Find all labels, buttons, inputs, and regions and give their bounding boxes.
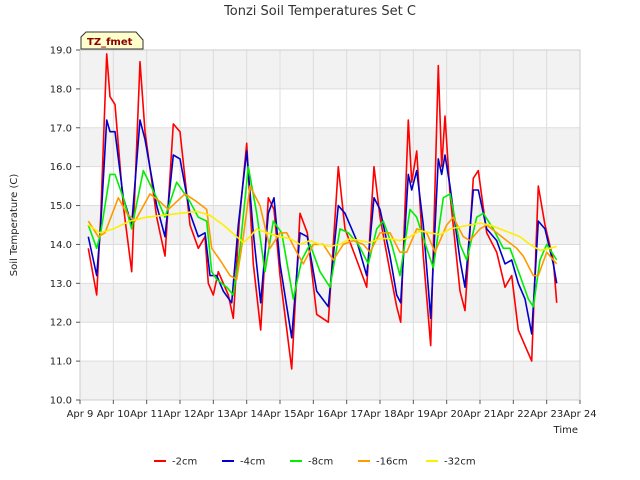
x-tick-label: Apr 20 — [430, 409, 463, 420]
y-axis-ticks: 10.0 11.0 12.0 13.0 14.0 15.0 16.0 17.0 18.0 19.0 — [50, 46, 80, 407]
y-tick-label: 15.0 — [50, 201, 72, 212]
x-tick-label: Apr 9 — [67, 409, 94, 420]
legend: -2cm -4cm -8cm -16cm -32cm — [154, 457, 476, 468]
series-line-minus-16cm — [87, 185, 558, 281]
series-line-minus-8cm — [87, 165, 558, 308]
legend-label: -32cm — [444, 457, 476, 468]
x-tick-label: Apr 23 — [530, 409, 563, 420]
y-tick-label: 19.0 — [50, 46, 72, 57]
y-tick-label: 14.0 — [50, 240, 72, 251]
plot-band — [80, 50, 580, 89]
y-axis-label: Soil Temperature (C) — [9, 174, 20, 277]
plot-band — [80, 361, 580, 400]
y-tick-label: 16.0 — [50, 162, 72, 173]
legend-label: -2cm — [172, 457, 197, 468]
y-tick-label: 18.0 — [50, 84, 72, 95]
station-badge-text: TZ_fmet — [87, 37, 133, 48]
legend-label: -4cm — [240, 457, 265, 468]
plot-background — [80, 50, 580, 400]
x-tick-label: Apr 13 — [197, 409, 230, 420]
y-tick-label: 11.0 — [50, 357, 72, 368]
x-tick-label: Apr 15 — [263, 409, 296, 420]
x-tick-label: Apr 10 — [97, 409, 130, 420]
x-tick-label: Apr 12 — [163, 409, 196, 420]
legend-label: -8cm — [308, 457, 333, 468]
y-tick-label: 10.0 — [50, 396, 72, 407]
series-line-minus-2cm — [87, 53, 558, 370]
x-axis-label: Time — [553, 425, 578, 436]
y-tick-label: 17.0 — [50, 123, 72, 134]
x-tick-label: Apr 19 — [397, 409, 430, 420]
y-tick-label: 12.0 — [50, 318, 72, 329]
x-tick-label: Apr 21 — [463, 409, 496, 420]
x-axis-ticks: Apr 9 Apr 10 Apr 11 Apr 12 Apr 13 Apr 14 Apr 1… — [67, 400, 597, 420]
legend-label: -16cm — [376, 457, 408, 468]
plot-band — [80, 127, 580, 167]
station-badge: TZ_fmet — [80, 31, 144, 50]
chart-title: Tonzi Soil Temperatures Set C — [223, 4, 416, 19]
series-line-minus-4cm — [87, 119, 558, 339]
station-badge-box — [80, 31, 144, 50]
series-line-minus-32cm — [87, 210, 557, 252]
x-tick-label: Apr 16 — [297, 409, 330, 420]
plot-frame — [79, 49, 581, 401]
x-tick-label: Apr 11 — [130, 409, 163, 420]
y-tick-label: 13.0 — [50, 279, 72, 290]
x-tick-label: Apr 17 — [330, 409, 363, 420]
x-tick-label: Apr 18 — [363, 409, 396, 420]
series-layer — [87, 53, 558, 370]
x-tick-label: Apr 24 — [563, 409, 596, 420]
x-tick-label: Apr 14 — [230, 409, 263, 420]
x-tick-label: Apr 22 — [497, 409, 530, 420]
